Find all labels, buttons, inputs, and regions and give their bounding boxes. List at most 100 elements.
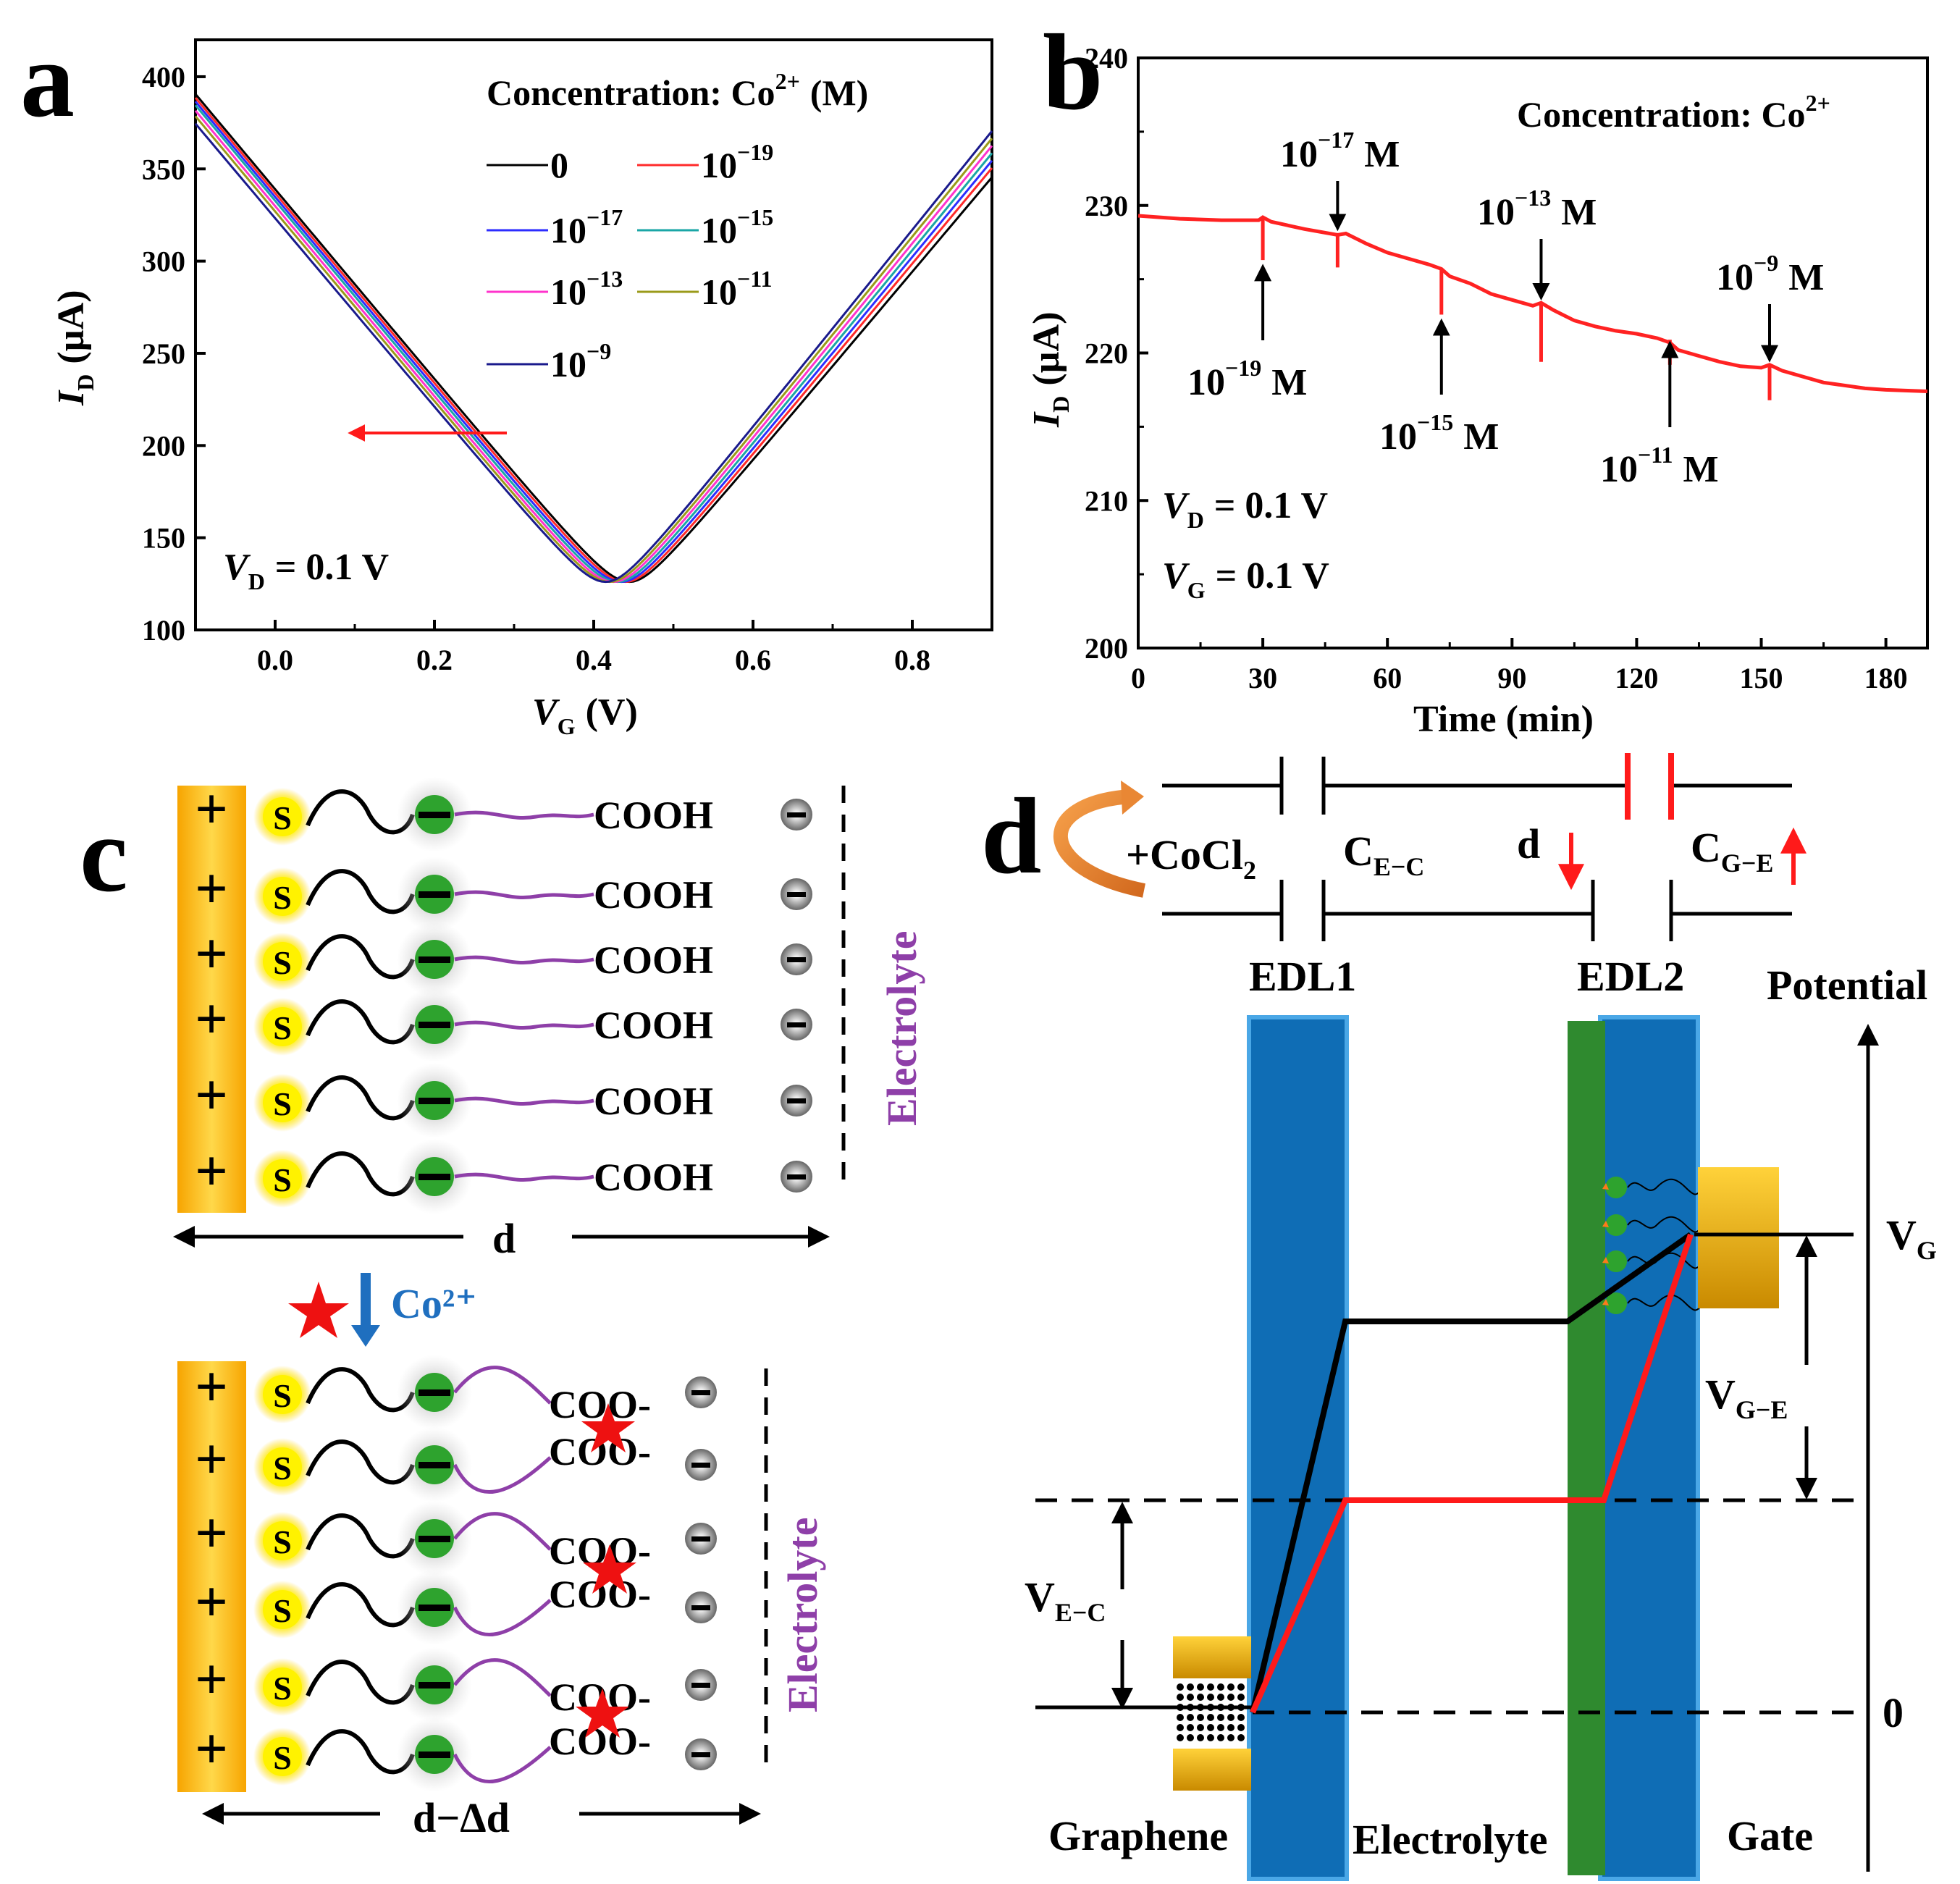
sulfur-atom xyxy=(263,1447,302,1486)
sulfur-label: S xyxy=(273,1450,292,1486)
graphene-atom xyxy=(1187,1683,1194,1691)
sulfur-label: S xyxy=(273,799,292,836)
panel-a-xtick-label: 0.6 xyxy=(735,644,771,676)
star-icon xyxy=(1602,1257,1609,1263)
zero-label: 0 xyxy=(1883,1689,1904,1736)
chain-row: + S COOH xyxy=(195,987,812,1062)
graphene-atom xyxy=(1197,1734,1204,1741)
sulfur-label: S xyxy=(273,1523,292,1560)
cycle-arrow-head xyxy=(1121,781,1144,815)
sulfur-atom xyxy=(263,1521,302,1560)
linker-chain xyxy=(453,1658,552,1697)
panel-a-legend-label: 10−17 xyxy=(550,204,623,251)
minus-icon xyxy=(691,1683,710,1688)
panel-b-xlabel: Time (min) xyxy=(1413,699,1594,740)
minus-icon xyxy=(419,1751,450,1758)
panel-b-xtick-label: 60 xyxy=(1373,662,1402,694)
graphene-atom xyxy=(1207,1683,1214,1691)
electrolyte-label: Electrolyte xyxy=(1353,1816,1547,1863)
minus-icon xyxy=(691,1463,710,1468)
graphene-atom xyxy=(1237,1734,1245,1741)
minus-icon xyxy=(691,1536,710,1542)
cobalt-ion-label: Co²⁺ xyxy=(391,1280,477,1327)
receptor-node xyxy=(1605,1250,1627,1272)
terminal-group-label: COOH xyxy=(594,938,713,982)
sulfur-label: S xyxy=(273,879,292,916)
terminal-group-label: COOH xyxy=(594,1156,713,1199)
plus-icon: + xyxy=(195,1064,228,1127)
minus-icon xyxy=(419,1389,450,1396)
graphene-label: Graphene xyxy=(1048,1812,1228,1859)
gap-d-label: d xyxy=(1517,820,1540,867)
star-icon xyxy=(1602,1299,1609,1305)
minus-icon xyxy=(787,957,806,962)
panel-b-ytick-label: 200 xyxy=(1085,632,1128,665)
star-icon xyxy=(288,1282,349,1338)
sulfur-atom xyxy=(263,1159,302,1198)
minus-icon xyxy=(419,956,450,963)
panel-a-curve xyxy=(194,104,993,584)
panel-b-event-label: 10−19 M xyxy=(1187,355,1307,403)
panel-b-ytick-label: 230 xyxy=(1085,190,1128,222)
graphene-atom xyxy=(1177,1683,1184,1691)
sulfur-label: S xyxy=(273,1592,292,1629)
sulfur-label: S xyxy=(273,1670,292,1707)
gate-electrode xyxy=(1698,1167,1779,1308)
panel-a-legend-label: 10−13 xyxy=(550,266,623,312)
plus-icon: + xyxy=(195,1140,228,1203)
panel-a-legend-label: 10−19 xyxy=(701,139,773,185)
chain-row: + S COOH xyxy=(195,857,812,932)
panel-d-schematic: +CoCl2 CE−C d CG−E EDL1 EDL2 Potential V… xyxy=(1025,753,1937,1881)
sulfur-label: S xyxy=(273,1085,292,1122)
vg-label: VG xyxy=(1886,1211,1937,1265)
sulfur-label: S xyxy=(273,1377,292,1414)
plus-icon: + xyxy=(195,922,228,986)
terminal-group-label: COOH xyxy=(594,873,713,917)
linker-chain xyxy=(453,1456,552,1494)
sulfur-label: S xyxy=(273,1009,292,1046)
star-icon xyxy=(1602,1183,1609,1190)
sulfur-atom xyxy=(263,1590,302,1629)
panel-a-vd-annotation: VD = 0.1 V xyxy=(223,547,389,594)
potential-label: Potential xyxy=(1767,962,1927,1009)
panel-label-a: a xyxy=(20,20,75,140)
panel-b-event-label: 10−11 M xyxy=(1600,442,1719,490)
minus-icon xyxy=(419,1682,450,1689)
circuit-diagram xyxy=(1162,757,1792,941)
potential-profile-before xyxy=(1250,1232,1693,1713)
reagent-label: +CoCl2 xyxy=(1126,831,1256,885)
panel-b-ylabel: ID(µA) xyxy=(1026,311,1074,428)
linker-chain xyxy=(453,1599,552,1637)
graphene-atom xyxy=(1187,1714,1194,1721)
panel-a-ytick-label: 300 xyxy=(142,245,185,278)
panel-a-legend-label: 0 xyxy=(550,145,568,185)
panel-b-ytick-label: 220 xyxy=(1085,337,1128,370)
panel-b-event-label: 10−13 M xyxy=(1477,185,1597,233)
panel-a-legend-title: Concentration: Co2+ (M) xyxy=(487,68,868,113)
panel-a-curve xyxy=(194,93,993,584)
panel-b-condition-vg: VG = 0.1 V xyxy=(1162,555,1329,603)
edl1-band xyxy=(1247,1015,1349,1881)
graphene-atom xyxy=(1197,1714,1204,1721)
panel-a-ytick-label: 350 xyxy=(142,153,185,185)
plus-icon: + xyxy=(195,988,228,1051)
panel-label-d: d xyxy=(981,776,1041,896)
graphene-atom xyxy=(1217,1683,1224,1691)
graphene-atom xyxy=(1207,1694,1214,1701)
chain-row: + S COOH xyxy=(195,922,812,997)
graphene-atom xyxy=(1177,1724,1184,1731)
receptor-chain xyxy=(1627,1178,1704,1195)
plus-icon: + xyxy=(195,1502,228,1565)
edl2-band xyxy=(1598,1015,1700,1881)
sulfur-label: S xyxy=(273,1739,292,1776)
panel-a-curve xyxy=(194,109,993,584)
graphene-electrode-top xyxy=(1173,1636,1251,1678)
star-icon xyxy=(583,1544,636,1594)
vec-label: VE−C xyxy=(1025,1573,1106,1627)
